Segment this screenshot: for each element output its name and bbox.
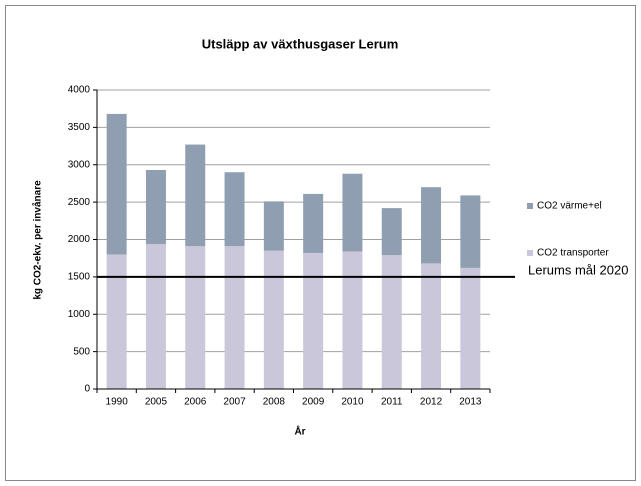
bar-segment	[263, 250, 284, 389]
legend-swatch	[527, 250, 533, 256]
x-tick-label: 2011	[381, 397, 403, 408]
x-tick-label: 2013	[459, 397, 482, 408]
bar-segment	[342, 173, 363, 252]
bar-segment	[342, 251, 363, 389]
bar-segment	[263, 201, 284, 251]
bar-segment	[145, 243, 166, 389]
x-axis-label: År	[294, 425, 305, 438]
bar-segment	[460, 195, 481, 268]
x-tick-label: 2012	[420, 397, 443, 408]
bar-segment	[381, 208, 402, 256]
y-tick-label: 2000	[68, 234, 91, 245]
y-tick-label: 2500	[68, 197, 91, 208]
x-tick-label: 2010	[341, 397, 364, 408]
x-tick-label: 1990	[106, 397, 129, 408]
y-tick-label: 1500	[68, 272, 91, 283]
bar-segment	[224, 246, 245, 389]
bar-segment	[381, 255, 402, 389]
bar-segment	[421, 187, 442, 264]
bar-segment	[460, 267, 481, 389]
x-tick-label: 2007	[223, 397, 246, 408]
reference-label: Lerums mål 2020	[528, 262, 628, 277]
bar-segment	[145, 169, 166, 244]
chart-title: Utsläpp av växthusgaser Lerum	[202, 36, 399, 51]
x-tick-label: 2009	[302, 397, 325, 408]
bar-segment	[106, 254, 127, 389]
y-tick-label: 1000	[68, 309, 91, 320]
bar-segment	[303, 252, 324, 389]
bar-segment	[303, 193, 324, 253]
legend-label: CO2 transporter	[537, 248, 609, 259]
y-axis-label: kg CO2-ekv. per invånare	[32, 180, 44, 300]
x-tick-label: 2006	[184, 397, 207, 408]
y-tick-label: 3500	[68, 122, 91, 133]
bar-segment	[185, 144, 206, 247]
legend-label: CO2 värme+el	[537, 201, 602, 212]
y-tick-label: 3000	[68, 159, 91, 170]
legend-swatch	[527, 203, 533, 209]
x-tick-label: 2008	[263, 397, 286, 408]
bar-segment	[185, 246, 206, 389]
y-tick-label: 500	[73, 346, 90, 357]
bar-segment	[421, 263, 442, 389]
x-tick-label: 2005	[145, 397, 168, 408]
bar-segment	[224, 172, 245, 247]
y-tick-label: 4000	[68, 85, 91, 96]
y-tick-label: 0	[84, 384, 90, 395]
bar-segment	[106, 113, 127, 255]
